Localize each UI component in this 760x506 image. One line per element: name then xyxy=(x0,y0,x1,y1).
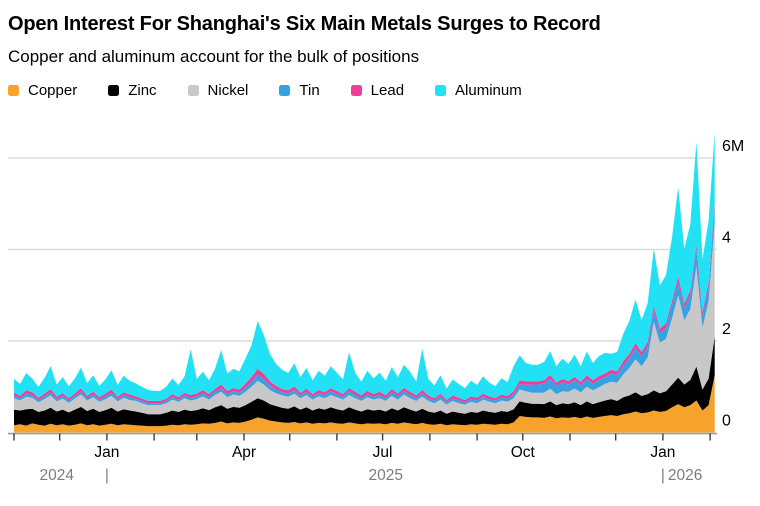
legend-label: Nickel xyxy=(207,82,249,99)
legend-label: Zinc xyxy=(128,82,157,99)
tin-swatch-icon xyxy=(279,85,291,96)
series-area-zinc xyxy=(14,336,715,427)
chart-title: Open Interest For Shanghai's Six Main Me… xyxy=(8,13,601,35)
month-label: Jan xyxy=(650,444,675,461)
legend-label: Tin xyxy=(299,82,320,99)
legend-item-nickel: Nickel xyxy=(187,82,249,99)
legend-item-lead: Lead xyxy=(350,82,405,99)
y-axis-label: 2 xyxy=(722,321,731,338)
legend-label: Lead xyxy=(370,82,405,99)
nickel-swatch-icon xyxy=(187,85,199,96)
chart-subtitle: Copper and aluminum account for the bulk… xyxy=(8,47,420,66)
series-area-aluminum xyxy=(14,132,715,401)
chart-legend: Copper Zinc Nickel Tin Lead Aluminum xyxy=(0,67,760,99)
month-label: Jan xyxy=(94,444,119,461)
year-divider: | xyxy=(105,467,109,484)
legend-item-zinc: Zinc xyxy=(108,82,157,99)
legend-item-tin: Tin xyxy=(279,82,320,99)
copper-swatch-icon xyxy=(8,85,19,96)
legend-item-aluminum: Aluminum xyxy=(435,82,522,99)
series-area-copper xyxy=(14,375,715,433)
y-axis-label: 4 xyxy=(722,230,731,247)
year-label: 2026 xyxy=(668,467,702,484)
series-area-tin xyxy=(14,206,715,406)
y-axis-label: 0 xyxy=(722,413,731,430)
legend-item-copper: Copper xyxy=(8,82,77,99)
month-label: Jul xyxy=(373,444,393,461)
month-label: Apr xyxy=(232,444,256,461)
year-divider: | xyxy=(661,467,665,484)
month-label: Oct xyxy=(511,444,536,461)
aluminum-swatch-icon xyxy=(435,85,447,96)
series-area-nickel xyxy=(14,222,715,415)
legend-label: Aluminum xyxy=(455,82,522,99)
year-label: 2025 xyxy=(368,467,402,484)
lead-swatch-icon xyxy=(350,85,362,96)
legend-label: Copper xyxy=(28,82,78,99)
zinc-swatch-icon xyxy=(108,85,120,96)
y-axis-label: 6M xyxy=(722,138,744,155)
year-label: 2024 xyxy=(39,467,74,484)
series-area-lead xyxy=(14,201,715,404)
